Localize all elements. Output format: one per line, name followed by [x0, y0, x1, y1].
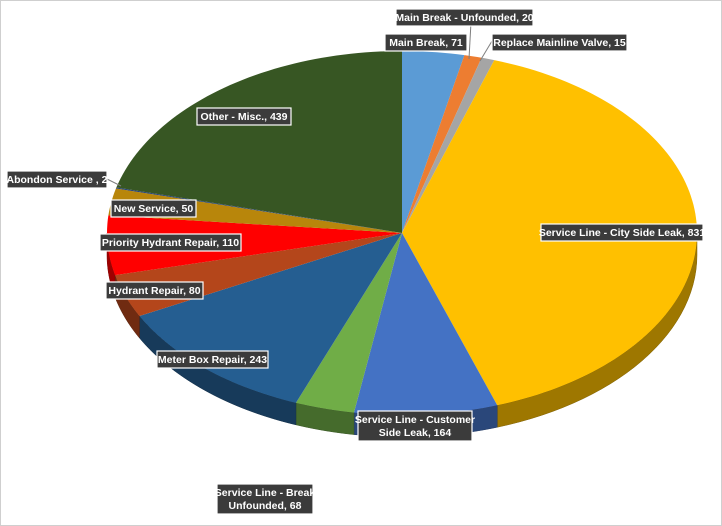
- leader-line-replace-mainline-valve: [479, 40, 493, 62]
- leader-lines: [106, 21, 493, 187]
- data-label-priority-hydrant-repair: Priority Hydrant Repair, 110: [99, 233, 242, 252]
- data-label-box: [384, 33, 468, 52]
- pie-slice-main-break-unfounded: [402, 55, 482, 234]
- data-label-text: Other - Misc., 439: [201, 111, 288, 123]
- data-label-text: Main Break, 71: [389, 37, 463, 49]
- data-label-text: Service Line - Customer Side Leak, 164: [355, 414, 475, 439]
- pie-slice-service-line-customer-side-leak: [353, 233, 498, 415]
- data-label-box: [156, 350, 269, 369]
- data-label-box: [216, 483, 314, 515]
- pie-slice-main-break: [402, 51, 465, 233]
- pie-slice-replace-mainline-valve: [402, 57, 495, 233]
- data-label-box: [540, 223, 704, 242]
- leader-line-abondon-service: [106, 178, 122, 187]
- data-label-service-line-break-unfounded: Service Line - Break Unfounded, 68: [215, 483, 316, 515]
- data-label-text: Meter Box Repair, 243: [158, 354, 267, 366]
- data-label-service-line-city-side-leak: Service Line - City Side Leak, 831: [539, 223, 705, 242]
- data-label-abondon-service: Abondon Service , 2: [6, 170, 108, 189]
- data-label-hydrant-repair: Hydrant Repair, 80: [105, 281, 204, 300]
- data-label-text: Hydrant Repair, 80: [108, 285, 200, 297]
- data-label-box: [196, 107, 292, 126]
- data-label-box: [491, 33, 628, 52]
- pie-slice-service-line-break-unfounded: [295, 233, 402, 413]
- data-label-text: Abondon Service , 2: [7, 174, 108, 186]
- data-label-box: [6, 170, 108, 189]
- data-label-text: Service Line - City Side Leak, 831: [539, 227, 705, 239]
- data-label-box: [105, 281, 204, 300]
- data-label-box: [357, 410, 473, 442]
- data-label-meter-box-repair: Meter Box Repair, 243: [156, 350, 269, 369]
- data-labels: Main Break, 71 Main Break - Unfounded, 20…: [6, 8, 705, 515]
- data-label-box: [99, 233, 242, 252]
- pie-slice-other-misc: [116, 51, 402, 233]
- data-label-other-misc: Other - Misc., 439: [196, 107, 292, 126]
- data-label-text: New Service, 50: [114, 203, 194, 215]
- pie-slice-priority-hydrant-repair: [107, 215, 402, 276]
- data-label-replace-mainline-valve: Replace Mainline Valve, 15: [491, 33, 628, 52]
- data-label-main-break-unfounded: Main Break - Unfounded, 20: [395, 8, 534, 27]
- data-label-text: Priority Hydrant Repair, 110: [102, 237, 239, 249]
- data-label-service-line-customer-side-leak: Service Line - Customer Side Leak, 164: [355, 410, 475, 442]
- data-label-main-break: Main Break, 71: [384, 33, 468, 52]
- data-label-text: Service Line - Break Unfounded, 68: [215, 487, 316, 512]
- data-label-box: [395, 8, 534, 27]
- pie-slice-abondon-service: [115, 187, 402, 233]
- pie-tops: [107, 51, 697, 415]
- data-label-new-service: New Service, 50: [110, 199, 197, 218]
- leader-line-main-break-unfounded: [468, 21, 472, 60]
- data-label-box: [110, 199, 197, 218]
- data-label-text: Main Break - Unfounded, 20: [395, 12, 533, 24]
- data-label-text: Replace Mainline Valve, 15: [493, 37, 626, 49]
